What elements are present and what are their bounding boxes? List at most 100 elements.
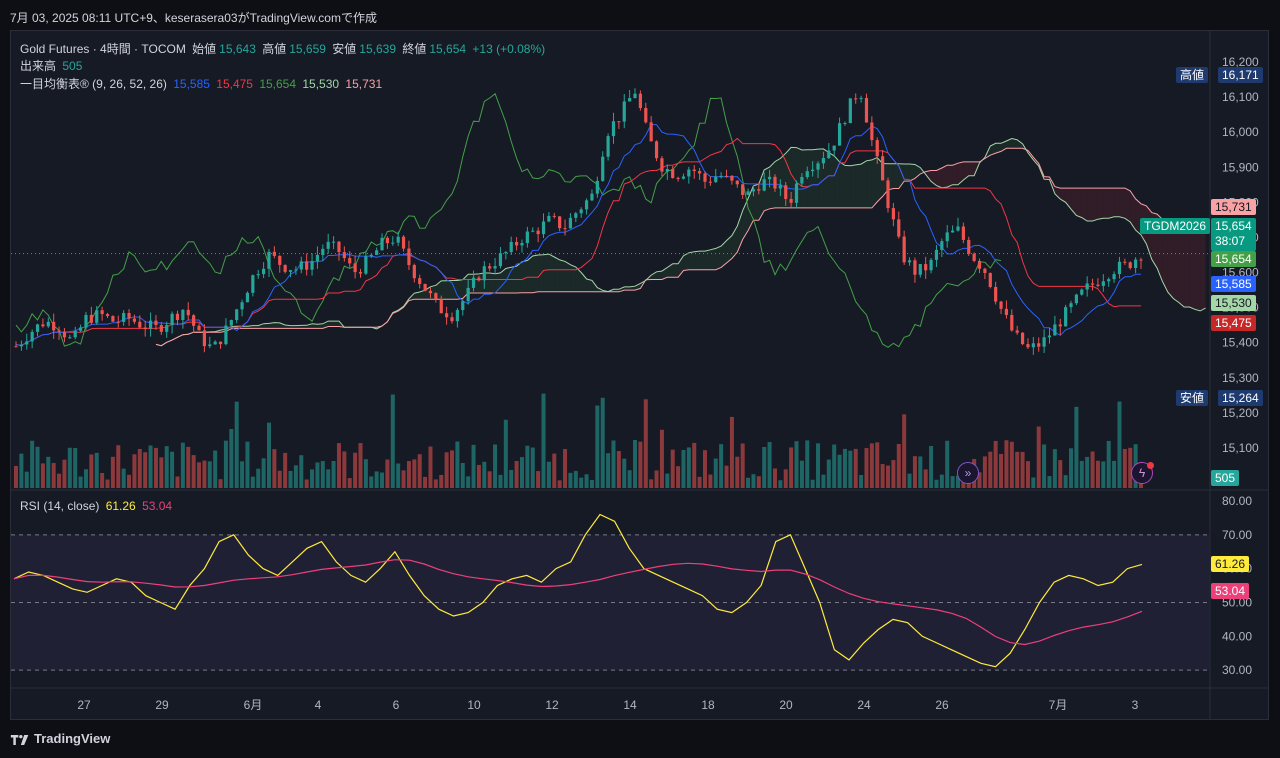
volume-bar <box>191 455 196 488</box>
volume-bar <box>336 443 341 488</box>
volume-bar <box>283 452 288 488</box>
candle-body <box>337 241 341 253</box>
volume-bar <box>175 476 180 488</box>
volume-bar <box>423 476 428 488</box>
volume-bar <box>939 474 944 488</box>
candle-body <box>95 310 99 323</box>
volume-bar <box>89 454 94 488</box>
candle-body <box>654 141 659 159</box>
candle-body <box>665 169 669 172</box>
ichimoku-cloud-segment <box>694 251 700 270</box>
volume-bar <box>1095 460 1100 488</box>
volume-bar <box>67 447 72 488</box>
candle-body <box>1134 259 1138 269</box>
volume-bar <box>62 459 67 488</box>
candle-body <box>1123 261 1127 263</box>
ichimoku-cloud-segment <box>861 160 867 208</box>
rsi-label[interactable]: RSI (14, close) <box>20 499 100 513</box>
candle-body <box>477 277 481 281</box>
ichimoku-cloud-segment <box>446 280 453 300</box>
volume-bar <box>234 401 239 488</box>
footer-brand[interactable]: TradingView <box>10 731 110 746</box>
candle-body <box>767 176 772 180</box>
volume-bar <box>342 451 347 488</box>
volume-bar <box>622 458 627 488</box>
candle-body <box>488 266 492 269</box>
candle-body <box>929 259 933 271</box>
ichimoku-cloud-segment <box>274 322 280 329</box>
volume-bar <box>627 470 632 488</box>
ichimoku-cloud-segment <box>1060 188 1066 203</box>
volume-bar <box>606 453 611 488</box>
volume-bar <box>525 445 530 488</box>
volume-bar <box>638 441 643 488</box>
ichimoku-spana-value: 15,530 <box>302 77 340 91</box>
candle-body <box>698 171 702 174</box>
volume-bar <box>934 479 939 488</box>
open-label: 始値 <box>192 42 217 56</box>
ichimoku-cloud-segment <box>1071 188 1077 216</box>
ichimoku-cloud-segment <box>613 289 619 292</box>
symbol-label[interactable]: Gold Futures · 4時間 · TOCOM <box>20 42 186 56</box>
top-bar: 7月 03, 2025 08:11 UTC+9、keserasera03がTra… <box>0 0 1280 30</box>
time-axis-label: 27 <box>77 698 91 712</box>
ichimoku-cloud-segment <box>656 271 662 280</box>
ichimoku-cloud-segment <box>1017 139 1023 149</box>
ichimoku-cloud-segment <box>990 143 996 156</box>
candle-body <box>1064 307 1068 327</box>
volume-bar <box>476 464 481 488</box>
candle-body <box>816 163 820 170</box>
candle-body <box>19 344 23 347</box>
volume-bar <box>186 446 191 488</box>
ichimoku-legend: 一目均衡表® (9, 26, 52, 26) 15,585 15,475 15,… <box>20 75 385 92</box>
candle-body <box>988 273 992 287</box>
ichimoku-cloud-segment <box>618 286 625 292</box>
volume-bar <box>1085 456 1090 488</box>
volume-bar <box>945 440 950 488</box>
volume-bar <box>493 444 498 488</box>
ichimoku-span-b-line <box>155 147 1206 347</box>
ichimoku-kijun-value: 15,475 <box>216 77 253 91</box>
ichimoku-cloud-segment <box>893 163 899 189</box>
candle-body <box>859 97 863 99</box>
candle-body <box>606 136 610 157</box>
ichimoku-cloud-segment <box>774 158 781 208</box>
candle-body <box>1031 343 1035 348</box>
candle-body <box>493 266 497 269</box>
ichimoku-cloud-segment <box>624 286 630 291</box>
candle-body <box>272 251 276 256</box>
ichimoku-label[interactable]: 一目均衡表® (9, 26, 52, 26) <box>20 77 167 91</box>
time-axis-label: 20 <box>779 698 793 712</box>
candle-body <box>897 219 901 237</box>
symbol-tag[interactable]: TGDM2026 <box>1140 218 1211 234</box>
jump-icon[interactable]: » <box>957 462 979 484</box>
high-tag-value: 16,171 <box>1218 67 1263 83</box>
price-legend: Gold Futures · 4時間 · TOCOM 始値 15,643 高値 15… <box>20 40 548 57</box>
price-axis-label: 16,000 <box>1222 125 1259 139</box>
candle-body <box>918 264 922 275</box>
volume-bar <box>78 476 83 488</box>
volume-bar <box>923 469 928 488</box>
volume-bar <box>46 456 51 488</box>
ichimoku-cloud-segment <box>1011 138 1018 149</box>
volume-bar <box>256 468 261 488</box>
volume-bar <box>875 442 880 488</box>
volume-bar <box>519 457 524 488</box>
volume-bar <box>19 453 24 488</box>
volume-bar <box>1069 448 1074 488</box>
volume-bar <box>826 459 831 488</box>
volume-bar <box>482 461 487 488</box>
candle-body <box>590 193 594 201</box>
candle-body <box>331 241 336 243</box>
volume-label[interactable]: 出来高 <box>20 59 57 73</box>
volume-bar <box>557 480 562 488</box>
candle-body <box>100 310 104 315</box>
ichimoku-cloud-segment <box>834 155 840 208</box>
volume-bar <box>692 442 697 488</box>
volume-bar <box>783 469 788 488</box>
candle-body <box>1085 283 1089 290</box>
ichimoku-cloud-segment <box>548 254 555 292</box>
candle-body <box>660 158 664 172</box>
ichimoku-cloud-segment <box>1124 188 1131 223</box>
